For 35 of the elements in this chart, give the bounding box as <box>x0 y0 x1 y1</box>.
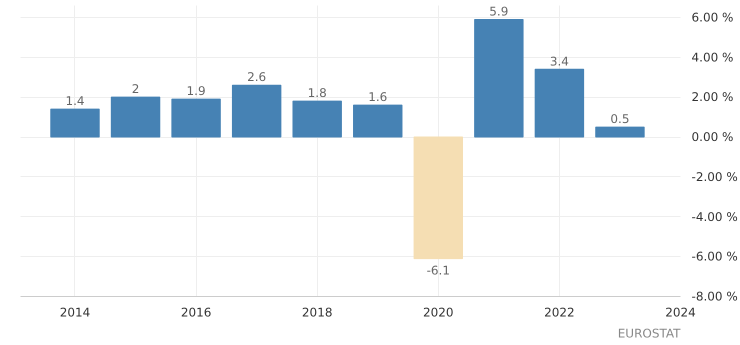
y-tick-label: -6.00 % <box>692 250 738 264</box>
data-label: 1.4 <box>65 94 85 108</box>
bar <box>50 108 100 138</box>
bar <box>232 84 282 138</box>
bar <box>474 18 524 138</box>
x-tick-label: 2020 <box>423 306 454 320</box>
x-tick-label: 2014 <box>60 306 90 320</box>
y-tick-label: -4.00 % <box>692 210 738 224</box>
data-label: 1.9 <box>186 84 206 98</box>
bar <box>292 100 342 138</box>
x-tick-label: 2018 <box>302 306 332 320</box>
data-label: 3.4 <box>550 54 569 68</box>
data-label: 1.8 <box>308 86 327 100</box>
bar <box>171 98 221 138</box>
data-label: 2.6 <box>247 70 266 84</box>
y-tick-label: 2.00 % <box>692 90 734 104</box>
bar <box>595 126 645 138</box>
x-tick-label: 2024 <box>665 306 696 320</box>
data-label: -6.1 <box>426 264 450 278</box>
data-label: 2 <box>132 82 140 96</box>
x-tick-label: 2016 <box>180 306 212 320</box>
bar <box>534 68 584 138</box>
data-label: 1.6 <box>368 90 388 104</box>
data-label: 0.5 <box>610 112 630 126</box>
bar <box>353 104 402 138</box>
y-tick-label: 4.00 % <box>692 50 734 64</box>
text: EUROSTAT <box>618 326 682 340</box>
bar <box>414 136 464 260</box>
data-label: 5.9 <box>489 4 508 18</box>
bar <box>110 96 160 138</box>
y-tick-label: 6.00 % <box>692 10 734 24</box>
y-tick-label: -8.00 % <box>692 290 738 304</box>
y-tick-label: -2.00 % <box>692 170 738 184</box>
y-tick-label: 0.00 % <box>692 130 734 144</box>
x-tick-label: 2022 <box>544 306 575 320</box>
